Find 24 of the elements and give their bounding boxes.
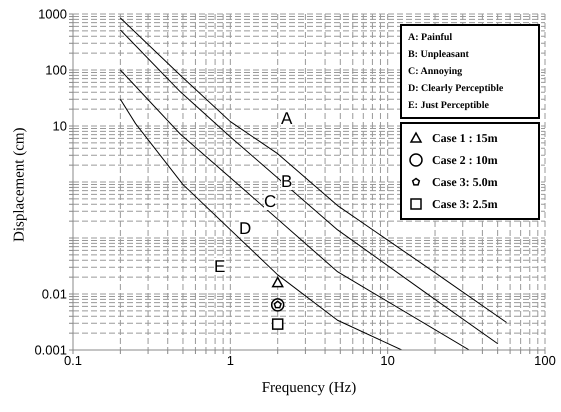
y-tick-label: 0.01: [42, 286, 67, 302]
legend-label: Case 3: 2.5m: [432, 196, 498, 212]
annotation: C: Annoying: [408, 65, 464, 79]
x-tick-label: 1: [226, 353, 234, 368]
annotation: B: Unpleasant: [408, 48, 470, 62]
annotation: D: Clearly Perceptible: [408, 82, 504, 96]
annotation: B: [281, 172, 292, 191]
x-tick-label: 100: [534, 353, 556, 368]
x-tick-label: 0.1: [64, 353, 82, 368]
legend-label: Case 3: 5.0m: [432, 174, 498, 190]
legend-label: Case 2 : 10m: [432, 152, 498, 168]
y-tick-label: 10: [52, 118, 67, 134]
y-tick-label: 1000: [38, 6, 67, 22]
annotation: A: [281, 109, 292, 128]
annotation: D: [239, 219, 252, 238]
y-tick-label: 100: [45, 62, 67, 78]
legend-label: Case 1 : 15m: [432, 130, 498, 146]
annotation: E: [214, 257, 226, 276]
x-tick-label: 10: [380, 353, 395, 368]
annotation: A: Painful: [408, 31, 454, 45]
y-axis-title: Displacement (cm): [11, 127, 28, 242]
x-axis-title: Frequency (Hz): [262, 380, 356, 396]
annotation: C: [264, 192, 276, 211]
annotation: E: Just Perceptible: [408, 99, 490, 113]
